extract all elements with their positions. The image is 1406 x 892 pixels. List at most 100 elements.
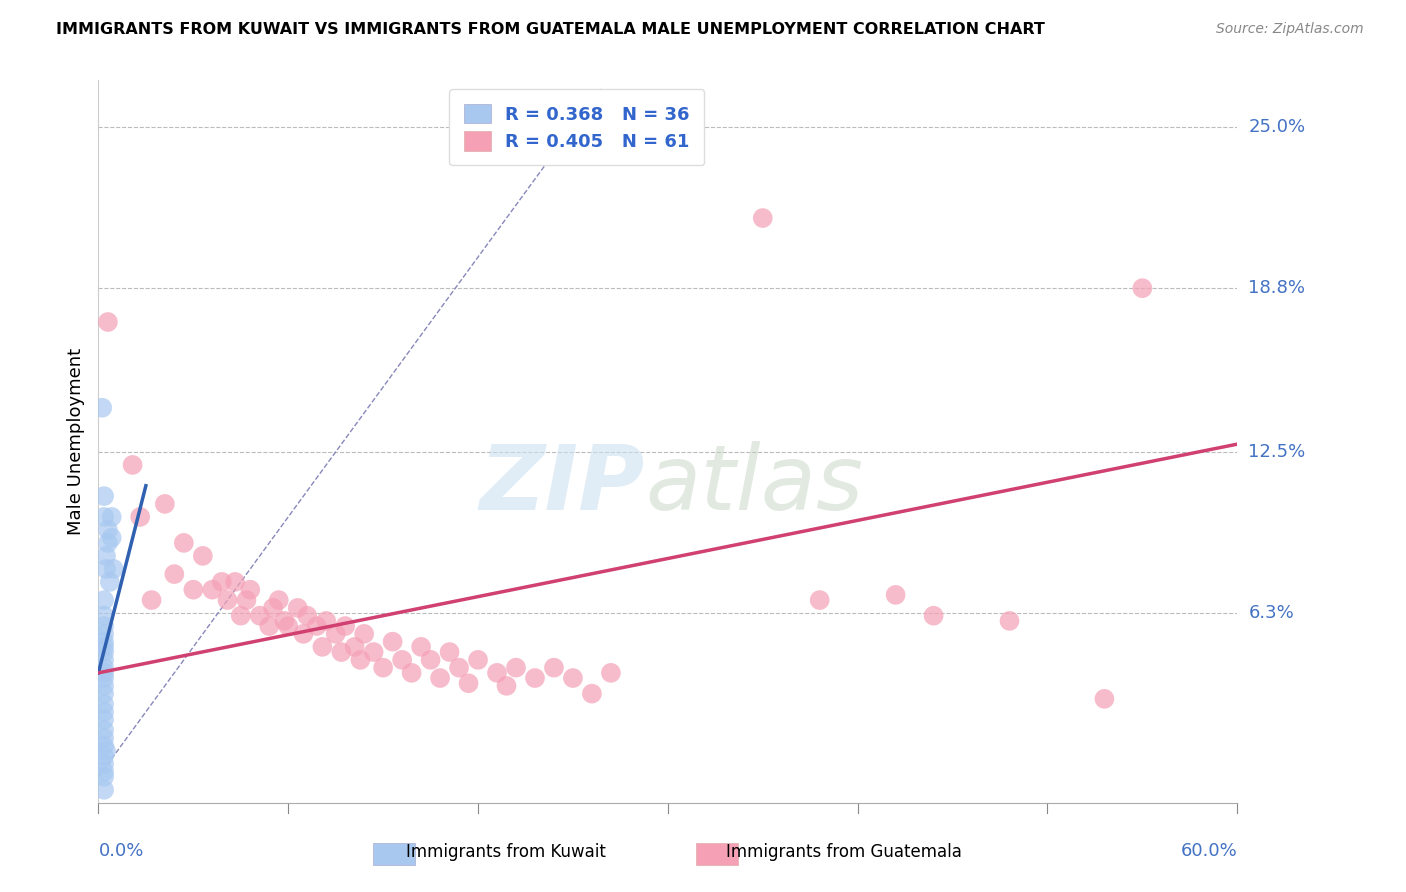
Point xyxy=(457,676,479,690)
Point xyxy=(93,687,115,701)
Text: atlas: atlas xyxy=(645,441,863,529)
Point xyxy=(217,593,239,607)
Point xyxy=(93,660,115,674)
Text: Immigrants from Guatemala: Immigrants from Guatemala xyxy=(725,843,962,861)
Point xyxy=(305,619,328,633)
Text: 12.5%: 12.5% xyxy=(1249,443,1306,461)
Point xyxy=(353,627,375,641)
Point xyxy=(419,653,441,667)
Text: Source: ZipAtlas.com: Source: ZipAtlas.com xyxy=(1216,22,1364,37)
Point xyxy=(129,509,152,524)
Point xyxy=(808,593,831,607)
Point xyxy=(93,756,115,771)
Point xyxy=(273,614,295,628)
Point xyxy=(495,679,517,693)
Point xyxy=(363,645,385,659)
Point xyxy=(163,567,186,582)
Point xyxy=(93,671,115,685)
Point xyxy=(249,608,271,623)
Point xyxy=(93,640,115,654)
Point xyxy=(562,671,585,685)
Point xyxy=(1094,691,1116,706)
Point xyxy=(411,640,433,654)
Point xyxy=(93,705,115,719)
Point xyxy=(371,660,394,674)
Point xyxy=(94,744,117,758)
Point xyxy=(315,614,337,628)
Point xyxy=(401,665,423,680)
Point xyxy=(97,315,120,329)
Point xyxy=(235,593,257,607)
Point xyxy=(93,739,115,753)
Point xyxy=(94,562,117,576)
Point xyxy=(922,608,945,623)
Point xyxy=(93,782,115,797)
Point xyxy=(543,660,565,674)
Point xyxy=(239,582,262,597)
Text: 18.8%: 18.8% xyxy=(1249,279,1305,297)
Y-axis label: Male Unemployment: Male Unemployment xyxy=(66,348,84,535)
Point xyxy=(97,523,120,537)
Point xyxy=(93,593,115,607)
Point xyxy=(100,531,122,545)
Point xyxy=(183,582,205,597)
Point xyxy=(93,509,115,524)
Point xyxy=(93,764,115,779)
Point xyxy=(153,497,176,511)
Point xyxy=(292,627,315,641)
Point xyxy=(262,600,284,615)
Point xyxy=(287,600,309,615)
Point xyxy=(93,627,115,641)
Point xyxy=(267,593,290,607)
Point xyxy=(103,562,125,576)
Point xyxy=(97,536,120,550)
Point xyxy=(391,653,413,667)
Point xyxy=(330,645,353,659)
Point xyxy=(752,211,775,225)
Point xyxy=(141,593,163,607)
Point xyxy=(93,665,115,680)
Text: IMMIGRANTS FROM KUWAIT VS IMMIGRANTS FROM GUATEMALA MALE UNEMPLOYMENT CORRELATIO: IMMIGRANTS FROM KUWAIT VS IMMIGRANTS FRO… xyxy=(56,22,1045,37)
Point xyxy=(224,574,246,589)
Point xyxy=(343,640,366,654)
Point xyxy=(325,627,347,641)
Point xyxy=(100,509,122,524)
Point xyxy=(93,608,115,623)
Point xyxy=(884,588,907,602)
Point xyxy=(93,770,115,784)
Point xyxy=(505,660,527,674)
Text: 0.0%: 0.0% xyxy=(98,842,143,860)
Point xyxy=(467,653,489,667)
Point xyxy=(121,458,143,472)
Point xyxy=(91,401,114,415)
Point xyxy=(429,671,451,685)
Point xyxy=(335,619,357,633)
Point xyxy=(93,713,115,727)
Point xyxy=(449,660,471,674)
Legend: R = 0.368   N = 36, R = 0.405   N = 61: R = 0.368 N = 36, R = 0.405 N = 61 xyxy=(450,89,704,165)
Point xyxy=(93,731,115,745)
Point xyxy=(439,645,461,659)
Point xyxy=(998,614,1021,628)
Point xyxy=(349,653,371,667)
Point xyxy=(93,697,115,711)
Text: 25.0%: 25.0% xyxy=(1249,118,1306,136)
Point xyxy=(297,608,319,623)
Point xyxy=(311,640,333,654)
Point xyxy=(1132,281,1154,295)
Text: ZIP: ZIP xyxy=(479,441,645,529)
Point xyxy=(201,582,224,597)
Point xyxy=(98,574,121,589)
Point xyxy=(93,645,115,659)
Text: 6.3%: 6.3% xyxy=(1249,604,1294,622)
Point xyxy=(93,679,115,693)
Point xyxy=(191,549,214,563)
Point xyxy=(93,489,115,503)
Point xyxy=(229,608,252,623)
Point xyxy=(94,549,117,563)
Text: Immigrants from Kuwait: Immigrants from Kuwait xyxy=(406,843,606,861)
Point xyxy=(259,619,281,633)
Point xyxy=(486,665,509,680)
Point xyxy=(581,687,603,701)
Point xyxy=(93,619,115,633)
